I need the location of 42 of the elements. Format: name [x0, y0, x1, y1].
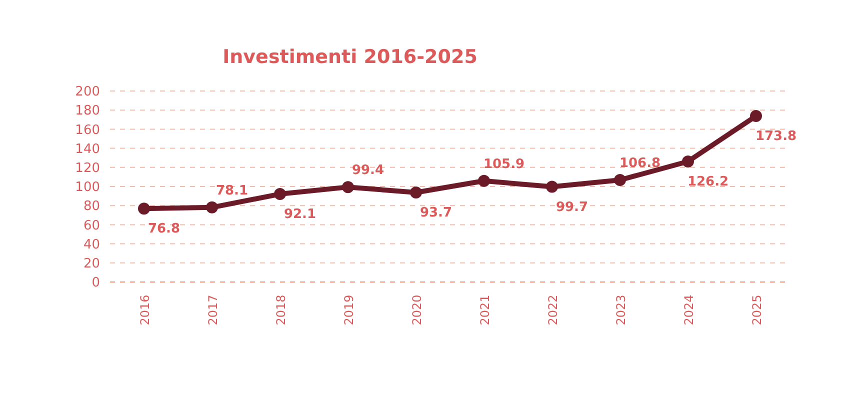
data-label: 173.8 — [755, 129, 797, 144]
x-tick-label: 2017 — [206, 294, 220, 326]
chart-title: Investimenti 2016-2025 — [222, 46, 478, 68]
y-tick-label: 80 — [83, 199, 100, 214]
data-label: 106.8 — [619, 156, 661, 172]
point — [410, 186, 422, 199]
point — [682, 155, 694, 168]
data-label: 105.9 — [483, 156, 525, 172]
y-tick-label: 0 — [92, 276, 100, 291]
x-tick-label: 2018 — [274, 294, 288, 326]
point — [274, 188, 286, 200]
x-tick-label: 2025 — [750, 294, 764, 326]
point — [206, 201, 218, 214]
y-tick-label: 20 — [83, 256, 100, 272]
y-tick-label: 60 — [83, 218, 100, 234]
point — [614, 174, 626, 186]
y-tick-label: 200 — [75, 84, 100, 100]
data-label: 93.7 — [420, 206, 452, 221]
y-tick-label: 40 — [83, 237, 100, 252]
point — [138, 202, 150, 215]
data-label: 99.4 — [352, 163, 384, 178]
y-tick-label: 160 — [75, 122, 100, 138]
y-tick-label: 120 — [75, 160, 100, 176]
y-tick-label: 100 — [75, 180, 100, 196]
point — [546, 180, 558, 193]
x-tick-label: 2021 — [478, 294, 492, 326]
x-tick-label: 2022 — [546, 294, 560, 326]
data-label: 126.2 — [687, 174, 729, 190]
x-tick-label: 2019 — [342, 294, 356, 326]
x-tick-label: 2024 — [682, 294, 696, 326]
data-label: 78.1 — [216, 183, 248, 198]
x-tick-label: 2020 — [410, 294, 424, 326]
x-tick-label: 2023 — [614, 294, 628, 326]
data-label: 99.7 — [556, 200, 588, 215]
x-tick-label: 2016 — [138, 294, 152, 326]
data-label: 76.8 — [148, 222, 180, 237]
point — [342, 181, 354, 194]
data-label: 92.1 — [284, 207, 316, 222]
point — [750, 110, 762, 122]
point — [478, 174, 490, 187]
y-tick-label: 180 — [75, 104, 100, 119]
y-tick-label: 140 — [75, 142, 100, 157]
